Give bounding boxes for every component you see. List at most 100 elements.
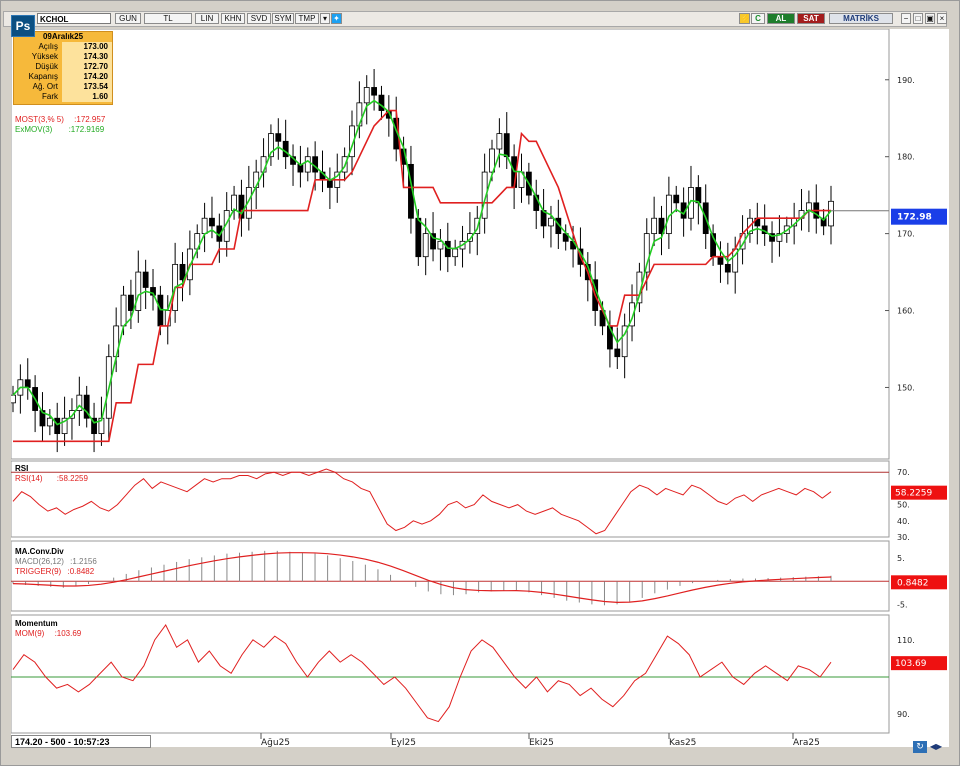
- candle-down: [275, 133, 282, 142]
- price-tick-label: 150.: [897, 383, 915, 392]
- candle-up: [363, 87, 370, 104]
- candle-up: [304, 156, 311, 173]
- candle-up: [643, 233, 650, 273]
- candle-up: [629, 302, 635, 327]
- candle-up: [46, 417, 53, 427]
- scroll-controls[interactable]: ↻ ◀▶: [913, 741, 949, 755]
- momentum-label: MOM(9) :103.69: [15, 629, 82, 638]
- candle-up: [422, 233, 429, 258]
- tl-button[interactable]: TL: [144, 13, 192, 24]
- candle-down: [24, 379, 31, 388]
- candle-up: [201, 217, 208, 235]
- ohlc-row-open: Açılış 173.00: [14, 42, 112, 52]
- tmp-button[interactable]: TMP: [295, 13, 319, 24]
- candle-down: [39, 410, 46, 427]
- price-tick-label: 190.: [897, 76, 915, 85]
- chart-area[interactable]: 190. 180. 170. 160. 150. 172.98 70. 50. 40. 30. 58…: [10, 28, 949, 748]
- c-button[interactable]: C: [751, 13, 765, 24]
- maximize-icon[interactable]: ▣: [925, 13, 935, 24]
- candle-up: [548, 217, 554, 227]
- macd-title: MA.Conv.Div: [15, 547, 64, 556]
- candle-down: [820, 217, 827, 227]
- candle-down: [724, 263, 731, 273]
- candle-down: [415, 217, 422, 258]
- gun-button[interactable]: GUN: [115, 13, 141, 24]
- candle-up: [69, 410, 75, 419]
- rsi-line: [12, 468, 832, 535]
- most-line: [13, 109, 831, 443]
- matriks-button[interactable]: MATRİKS: [829, 13, 893, 24]
- status-bar: 174.20 - 500 - 10:57:23: [11, 735, 151, 748]
- candle-down: [238, 194, 245, 219]
- macd-label: MACD(26,12) :1.2156: [15, 557, 97, 566]
- momentum-panel: [10, 614, 890, 734]
- buy-button[interactable]: AL: [767, 13, 795, 24]
- candle-down: [157, 294, 164, 327]
- minimize-icon[interactable]: −: [901, 13, 911, 24]
- candle-up: [621, 325, 628, 358]
- ohlc-info-box: 09Aralık25 Açılış 173.00 Yüksek 174.30 Düş…: [13, 31, 113, 105]
- candle-up: [496, 133, 503, 150]
- most-label: MOST(3,% 5) :172.957: [15, 115, 106, 124]
- momentum-tag: 103.69: [895, 659, 927, 669]
- chart-svg[interactable]: 190. 180. 170. 160. 150. 172.98 70. 50. 40. 30. 58…: [10, 28, 949, 748]
- close-icon[interactable]: ×: [937, 13, 947, 24]
- rsi-tag-box: [891, 485, 947, 500]
- x-axis-label: Kas25: [669, 738, 696, 747]
- symbol-input[interactable]: KCHOL: [37, 13, 111, 24]
- price-tag: 172.98: [897, 213, 932, 223]
- scroll-right-icon[interactable]: ▶: [936, 742, 943, 751]
- trigger-label: TRIGGER(9) :0.8482: [15, 567, 95, 576]
- sym-button[interactable]: SYM: [272, 13, 294, 24]
- momentum-tick-label: 90.: [897, 710, 910, 719]
- candle-down: [282, 140, 289, 158]
- candle-up: [10, 394, 16, 404]
- rsi-tag: 58.2259: [895, 489, 932, 499]
- candle-up: [489, 148, 495, 173]
- candle-up: [135, 271, 142, 311]
- sell-button[interactable]: SAT: [797, 13, 825, 24]
- khn-button[interactable]: KHN: [221, 13, 245, 24]
- x-axis-label: Eki25: [529, 738, 554, 747]
- candle-down: [717, 256, 724, 265]
- dropdown-arrow-icon[interactable]: ▾: [320, 13, 330, 24]
- rsi-title: RSI: [15, 464, 29, 473]
- candle-up: [776, 233, 783, 242]
- rsi-label: RSI(14) :58.2259: [15, 474, 88, 483]
- candle-up: [120, 294, 127, 327]
- ohlc-row-close: Kapanış 174.20: [14, 72, 112, 82]
- candle-down: [673, 194, 680, 204]
- candle-down: [430, 233, 436, 250]
- lin-button[interactable]: LIN: [195, 13, 219, 24]
- app-logo[interactable]: Ps: [11, 15, 35, 37]
- twitter-icon[interactable]: ✦: [331, 13, 342, 24]
- candle-down: [54, 417, 61, 435]
- macd-tag-box: [891, 575, 947, 590]
- exmov-label: ExMOV(3) :172.9169: [15, 125, 105, 134]
- trigger-line: [12, 552, 832, 603]
- candle-up: [452, 248, 459, 258]
- candle-down: [83, 394, 90, 419]
- candle-up: [481, 171, 488, 219]
- refresh-icon[interactable]: ↻: [913, 741, 927, 753]
- macd-tag: 0.8482: [897, 578, 929, 588]
- svd-button[interactable]: SVD: [247, 13, 271, 24]
- ohlc-row-avg: Ağ. Ort 173.54: [14, 82, 112, 92]
- macd-tick-label: 5.: [897, 554, 905, 563]
- x-axis-label: Ağu25: [261, 738, 290, 747]
- price-tick-label: 170.: [897, 230, 915, 239]
- candle-down: [503, 133, 510, 158]
- candle-up: [268, 133, 274, 158]
- candle-down: [695, 187, 702, 204]
- candle-up: [61, 417, 68, 435]
- rsi-panel: [10, 460, 890, 538]
- candle-down: [371, 87, 377, 96]
- momentum-line: [12, 624, 832, 723]
- restore-icon[interactable]: □: [913, 13, 923, 24]
- lightning-icon[interactable]: ⚡: [739, 13, 750, 24]
- candle-down: [179, 263, 186, 281]
- candle-down: [769, 233, 775, 242]
- momentum-tag-box: [891, 656, 947, 671]
- scroll-left-icon[interactable]: ◀: [929, 742, 937, 751]
